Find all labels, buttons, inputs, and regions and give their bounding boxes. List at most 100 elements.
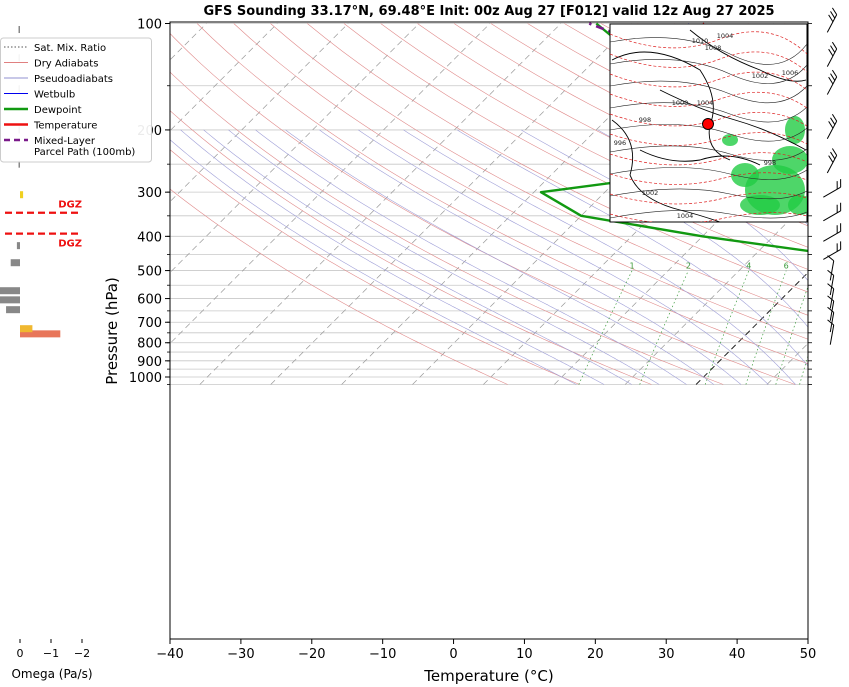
wind-barb-staff <box>823 230 841 242</box>
precip-area <box>731 163 759 187</box>
mixing-ratio-label: 4 <box>746 262 751 271</box>
inset-isobar-label: 1006 <box>782 69 799 77</box>
wind-barb <box>826 148 838 174</box>
wind-barb-feather <box>828 14 834 23</box>
wind-barb-shape <box>827 306 835 333</box>
pseudoadiabat <box>319 129 742 385</box>
dry-adiabat <box>196 23 808 365</box>
wind-barb <box>827 269 835 296</box>
wind-barb-feather <box>828 155 834 163</box>
x-tick-label: −10 <box>369 647 396 662</box>
inset-thickness-line <box>610 152 807 166</box>
precip-area <box>785 116 805 144</box>
wind-barb-staff <box>826 48 838 67</box>
wind-barb-feather <box>830 11 836 19</box>
inset-thickness-line <box>610 91 807 109</box>
precip-area <box>772 146 807 174</box>
isotherm-line <box>170 23 349 203</box>
inset-isobar <box>610 188 807 200</box>
omega-bar <box>0 287 21 295</box>
legend-label: Sat. Mix. Ratio <box>34 43 106 54</box>
map-border <box>611 51 731 161</box>
x-tick-label: 40 <box>729 647 746 662</box>
wind-barb-feather <box>827 306 835 313</box>
wind-barb-feather <box>830 45 836 53</box>
wind-barb-feather <box>836 243 838 252</box>
wind-barb <box>823 241 842 260</box>
omega-bar <box>16 242 20 250</box>
wind-barb-feather <box>827 269 835 276</box>
wind-barb <box>827 255 835 281</box>
wind-barb-staff <box>829 288 835 309</box>
wind-barb-shape <box>827 319 835 345</box>
wind-barb <box>826 41 838 67</box>
y-tick-label: 1000 <box>129 371 162 386</box>
legend-label: Temperature <box>33 121 97 132</box>
isotherm-line <box>270 23 632 385</box>
y-axis-label: Pressure (hPa) <box>103 277 121 385</box>
inset-isobar <box>610 145 807 161</box>
mixing-ratio-line <box>578 270 633 385</box>
wind-barb-feather <box>840 223 842 232</box>
wind-barb-feather <box>830 73 836 81</box>
x-tick-label: −20 <box>298 647 325 662</box>
omega-axis-label: Omega (Pa/s) <box>11 667 92 681</box>
y-tick-label: 700 <box>137 316 162 331</box>
plot-frame <box>169 21 809 640</box>
inset-isobar-label: 1010 <box>692 37 709 45</box>
omega-bar <box>0 296 21 304</box>
legend-label: Wetbulb <box>34 90 75 101</box>
wind-barbs <box>823 7 842 345</box>
wind-barb-feather <box>827 255 835 262</box>
omega-bar <box>18 26 20 34</box>
legend-label: Pseudoadiabats <box>34 74 113 85</box>
wind-barb-staff <box>823 186 841 198</box>
wind-barb-shape <box>826 41 838 67</box>
omega-bar <box>18 160 20 168</box>
wind-barb-feather <box>836 204 838 213</box>
inset-thickness-line <box>610 71 807 91</box>
wind-barb-feather <box>840 179 842 188</box>
inset-isobar-label: 1004 <box>697 99 714 107</box>
wind-barb-feather <box>831 69 838 78</box>
omega-bar <box>6 306 21 314</box>
pseudoadiabat <box>285 129 714 385</box>
x-tick-label: 10 <box>516 647 533 662</box>
inset-isobar-label: 1004 <box>717 32 734 40</box>
inset-isobar-label: 1004 <box>677 212 694 220</box>
mixing-ratio-label: 8 <box>811 262 816 271</box>
inset-thickness-line <box>610 172 807 185</box>
wind-barb-feather <box>836 181 838 190</box>
inset-thickness-line <box>610 112 807 127</box>
dry-adiabat <box>343 23 808 270</box>
dry-adiabat <box>170 71 724 385</box>
dry-adiabat <box>170 188 508 385</box>
dry-adiabat <box>270 23 808 316</box>
y-tick-label: 100 <box>137 18 162 33</box>
wind-barb-feather <box>831 148 838 156</box>
wind-barb-shape <box>826 148 838 174</box>
precip-area <box>722 134 738 146</box>
map-border <box>639 149 761 166</box>
y-tick-label: 800 <box>137 337 162 352</box>
pseudoadiabat <box>180 129 605 385</box>
omega-tick-label: 0 <box>17 647 24 660</box>
wind-barb-staff <box>826 155 838 174</box>
inset-isobar-label: 996 <box>614 139 626 147</box>
mixing-ratio-label: 6 <box>784 262 789 271</box>
x-axis-label: Temperature (°C) <box>423 667 553 685</box>
isotherm-line <box>838 24 849 385</box>
legend-box <box>0 37 152 163</box>
wind-barb-shape <box>827 283 835 309</box>
wind-barb-shape <box>823 202 842 222</box>
omega-tick-label: −2 <box>74 647 90 660</box>
wind-barb-shape <box>826 7 838 33</box>
y-tick-label: 300 <box>137 186 162 201</box>
inset-isobar-label: 998 <box>639 116 651 124</box>
wind-barb-shape <box>827 269 835 296</box>
inset-thickness-line <box>610 212 807 222</box>
wind-barb-shape <box>823 223 842 242</box>
x-tick-label: −40 <box>156 647 183 662</box>
